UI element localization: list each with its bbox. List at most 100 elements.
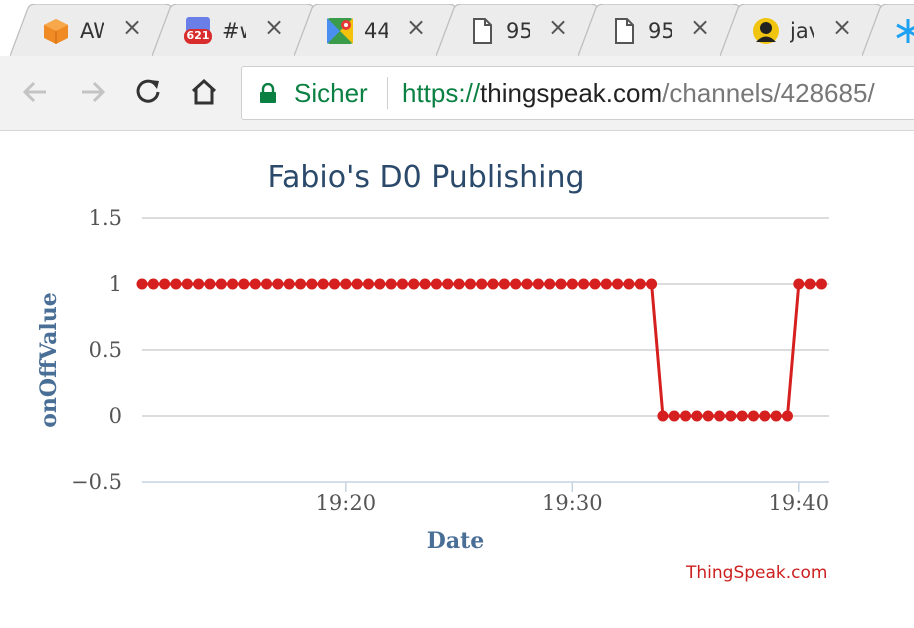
y-tick-label: 1	[109, 272, 122, 296]
data-point[interactable]	[272, 278, 284, 290]
data-point[interactable]	[668, 410, 680, 422]
data-point[interactable]	[510, 278, 522, 290]
data-point[interactable]	[306, 278, 318, 290]
data-point[interactable]	[566, 278, 578, 290]
data-point[interactable]	[249, 278, 261, 290]
data-point[interactable]	[193, 278, 205, 290]
tab-title: 95	[648, 19, 672, 43]
data-point[interactable]	[725, 410, 737, 422]
lock-icon	[260, 83, 276, 103]
data-point[interactable]	[283, 278, 295, 290]
data-point[interactable]	[385, 278, 397, 290]
tab-close-icon[interactable]: ×	[832, 13, 853, 41]
y-tick-label: −0.5	[71, 470, 122, 494]
data-point[interactable]	[804, 278, 816, 290]
grid-lines	[142, 217, 829, 483]
tab-title: #w	[222, 19, 246, 43]
data-point[interactable]	[815, 278, 827, 290]
data-point[interactable]	[476, 278, 488, 290]
data-point[interactable]	[714, 410, 726, 422]
y-axis-ticks: 1.5 1 0.5 0 −0.5	[71, 206, 122, 494]
data-point[interactable]	[589, 278, 601, 290]
data-point[interactable]	[329, 278, 341, 290]
data-point[interactable]	[430, 278, 442, 290]
data-point[interactable]	[634, 278, 646, 290]
home-icon	[191, 78, 217, 105]
data-point[interactable]	[204, 278, 216, 290]
browser-tab[interactable]: jav ×	[720, 4, 900, 56]
x-tick-label: 19:20	[316, 491, 377, 515]
avatar-icon	[753, 18, 779, 44]
data-point[interactable]	[170, 278, 182, 290]
url-text[interactable]: https://thingspeak.com/channels/428685/	[402, 77, 875, 109]
tab-close-icon[interactable]: ×	[264, 13, 285, 41]
line-chart: 1.5 1 0.5 0 −0.5 19:20 19:30 19:40 Date onOffV…	[36, 206, 829, 554]
reload-button[interactable]	[130, 74, 166, 110]
data-point[interactable]	[136, 278, 148, 290]
browser-tab[interactable]: 95 ×	[578, 4, 758, 56]
data-point[interactable]	[295, 278, 307, 290]
data-point[interactable]	[680, 410, 692, 422]
data-point[interactable]	[464, 278, 476, 290]
browser-tab[interactable]: 44 ×	[294, 4, 474, 56]
data-point[interactable]	[181, 278, 193, 290]
home-button[interactable]	[186, 74, 222, 110]
data-point[interactable]	[748, 410, 760, 422]
data-point[interactable]	[793, 278, 805, 290]
data-point[interactable]	[419, 278, 431, 290]
tab-close-icon[interactable]: ×	[122, 13, 143, 41]
data-point[interactable]	[261, 278, 273, 290]
data-point[interactable]	[770, 410, 782, 422]
data-point[interactable]	[612, 278, 624, 290]
data-point[interactable]	[147, 278, 159, 290]
thingspeak-credit-link[interactable]: ThingSpeak.com	[686, 563, 828, 583]
data-point[interactable]	[781, 410, 793, 422]
x-axis-ticks: 19:20 19:30 19:40	[316, 482, 829, 515]
data-point[interactable]	[362, 278, 374, 290]
tab-close-icon[interactable]: ×	[690, 13, 711, 41]
data-point[interactable]	[238, 278, 250, 290]
data-point[interactable]	[600, 278, 612, 290]
data-point[interactable]	[623, 278, 635, 290]
data-point[interactable]	[408, 278, 420, 290]
data-point[interactable]	[487, 278, 499, 290]
data-point[interactable]	[396, 278, 408, 290]
tab-close-icon[interactable]: ×	[548, 13, 569, 41]
tab-close-icon[interactable]: ×	[406, 13, 427, 41]
back-button[interactable]	[18, 74, 54, 110]
data-point[interactable]	[555, 278, 567, 290]
data-point[interactable]	[521, 278, 533, 290]
browser-tab[interactable]	[862, 4, 914, 56]
data-point[interactable]	[532, 278, 544, 290]
data-point[interactable]	[442, 278, 454, 290]
data-point[interactable]	[351, 278, 363, 290]
tab-shape	[862, 4, 914, 56]
tab-title: jav	[790, 19, 814, 43]
y-axis-title: onOffValue	[36, 292, 62, 428]
tab-title: AWS	[80, 19, 104, 43]
data-point[interactable]	[691, 410, 703, 422]
data-point[interactable]	[657, 410, 669, 422]
data-point[interactable]	[702, 410, 714, 422]
x-axis-title: Date	[427, 528, 485, 554]
chart-title: Fabio's D0 Publishing	[267, 160, 585, 195]
data-point[interactable]	[317, 278, 329, 290]
data-point[interactable]	[646, 278, 658, 290]
browser-tab[interactable]: 95 ×	[436, 4, 616, 56]
data-point[interactable]	[374, 278, 386, 290]
data-point[interactable]	[159, 278, 171, 290]
data-point[interactable]	[498, 278, 510, 290]
y-tick-label: 0	[109, 404, 122, 428]
data-point[interactable]	[340, 278, 352, 290]
forward-button[interactable]	[74, 74, 110, 110]
back-arrow-icon	[22, 81, 46, 103]
data-point[interactable]	[578, 278, 590, 290]
snowflake-icon	[896, 19, 914, 43]
data-point[interactable]	[227, 278, 239, 290]
data-point[interactable]	[759, 410, 771, 422]
data-point[interactable]	[736, 410, 748, 422]
data-point[interactable]	[453, 278, 465, 290]
data-point[interactable]	[544, 278, 556, 290]
data-point[interactable]	[215, 278, 227, 290]
address-bar[interactable]: Sicher https://thingspeak.com/channels/4…	[241, 66, 914, 120]
